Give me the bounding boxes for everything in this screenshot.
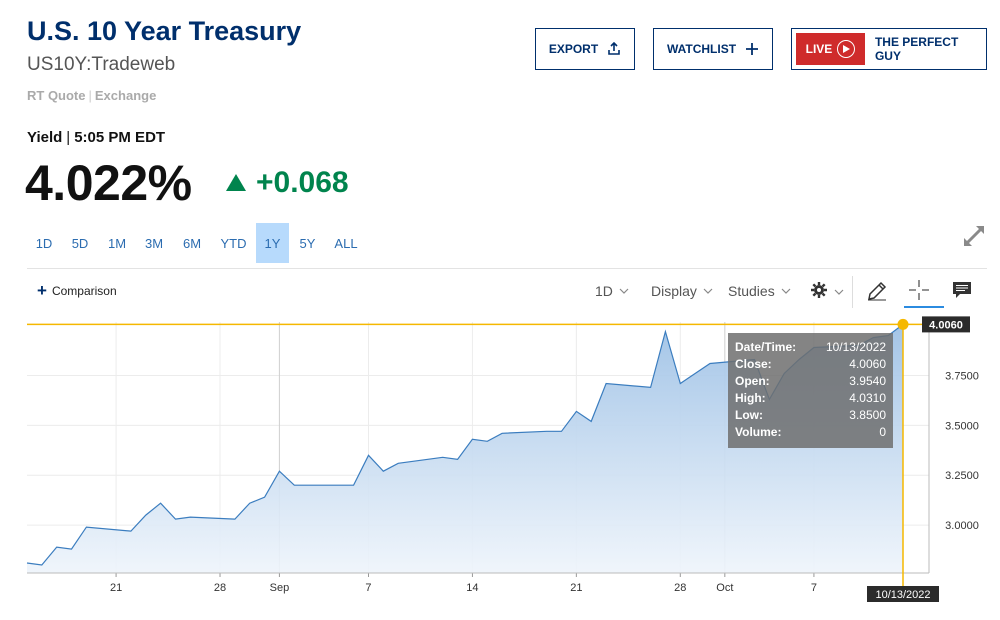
- chevron-down-icon: [833, 288, 845, 296]
- tooltip-value: 10/13/2022: [825, 340, 886, 354]
- draw-pencil-icon[interactable]: [866, 280, 888, 307]
- expand-icon[interactable]: [960, 222, 988, 250]
- range-tabs: 1D 5D 1M 3M 6M YTD 1Y 5Y ALL: [27, 223, 366, 263]
- data-tooltip: Date/Time: 10/13/2022 Close: 4.0060 Open: 3…: [728, 333, 893, 448]
- range-tab-5y[interactable]: 5Y: [299, 235, 316, 251]
- comparison-button[interactable]: + Comparison: [37, 281, 117, 300]
- instrument-title: U.S. 10 Year Treasury: [27, 16, 302, 46]
- y-tick-label: 3.7500: [945, 370, 979, 382]
- range-tab-ytd[interactable]: YTD: [220, 235, 247, 251]
- current-date-label: 10/13/2022: [875, 589, 930, 601]
- tooltip-row: Open: 3.9540: [735, 373, 886, 390]
- tooltip-value: 3.8500: [849, 408, 886, 422]
- x-tick-label: 21: [110, 582, 122, 594]
- quote-time: 5:05 PM EDT: [74, 129, 166, 146]
- quote-type: RT Quote: [27, 88, 86, 103]
- chevron-down-icon: [618, 287, 630, 295]
- x-tick-label: Oct: [716, 582, 733, 594]
- current-value-badge: [922, 316, 970, 333]
- x-tick-label: Sep: [270, 582, 290, 594]
- last-price: 4.022%: [25, 155, 192, 211]
- toolbar-divider: [852, 276, 853, 308]
- up-arrow-icon: [226, 174, 246, 191]
- range-tab-all[interactable]: ALL: [334, 235, 358, 251]
- x-tick-label: 28: [674, 582, 686, 594]
- range-tab-1d[interactable]: 1D: [35, 235, 53, 251]
- plus-icon: +: [37, 281, 47, 300]
- studies-label: Studies: [728, 283, 775, 299]
- display-dropdown[interactable]: Display: [651, 283, 714, 299]
- section-divider: [27, 268, 987, 269]
- quote-exchange: Exchange: [94, 88, 157, 103]
- chevron-down-icon: [702, 287, 714, 295]
- range-tab-3m[interactable]: 3M: [144, 235, 164, 251]
- crosshair-icon[interactable]: [908, 279, 930, 306]
- crosshair-point: [897, 318, 909, 330]
- current-value-label: 4.0060: [929, 319, 963, 331]
- tooltip-key: Volume:: [735, 425, 782, 439]
- tooltip-key: Date/Time:: [735, 340, 797, 354]
- tooltip-value: 0: [879, 425, 886, 439]
- tooltip-row: High: 4.0310: [735, 390, 886, 407]
- watchlist-button[interactable]: WATCHLIST: [653, 28, 773, 70]
- range-tab-1y[interactable]: 1Y: [256, 223, 289, 263]
- live-label: LIVE: [805, 42, 833, 56]
- chevron-down-icon: [780, 287, 792, 295]
- tooltip-row: Low: 3.8500: [735, 407, 886, 424]
- instrument-symbol: US10Y:Tradeweb: [27, 54, 176, 75]
- y-tick-label: 3.5000: [945, 420, 979, 432]
- tooltip-row: Date/Time: 10/13/2022: [735, 339, 886, 356]
- quote-label: Yield: [27, 129, 63, 146]
- watchlist-label: WATCHLIST: [666, 42, 737, 56]
- tooltip-key: Close:: [735, 357, 772, 371]
- tooltip-value: 3.9540: [849, 374, 886, 388]
- interval-dropdown[interactable]: 1D: [595, 283, 630, 299]
- tooltip-key: High:: [735, 391, 766, 405]
- yield-label: Yield | 5:05 PM EDT: [27, 129, 165, 146]
- range-tab-6m[interactable]: 6M: [182, 235, 202, 251]
- plus-icon: [745, 42, 759, 56]
- quote-source: RT Quote | Exchange: [27, 88, 156, 103]
- range-tab-1m[interactable]: 1M: [107, 235, 127, 251]
- tooltip-value: 4.0310: [849, 391, 886, 405]
- share-icon: [607, 42, 621, 56]
- gear-icon: [810, 281, 828, 302]
- export-label: EXPORT: [548, 42, 599, 56]
- x-tick-label: 7: [811, 582, 817, 594]
- series-area: [27, 324, 903, 573]
- x-tick-label: 14: [466, 582, 478, 594]
- export-button[interactable]: EXPORT: [535, 28, 635, 70]
- show-name: THE PERFECT GUY: [874, 35, 959, 63]
- range-tab-5d[interactable]: 5D: [71, 235, 89, 251]
- tooltip-row: Volume: 0: [735, 424, 886, 441]
- x-tick-label: 28: [214, 582, 226, 594]
- interval-label: 1D: [595, 283, 613, 299]
- studies-dropdown[interactable]: Studies: [728, 283, 792, 299]
- tooltip-row: Close: 4.0060: [735, 356, 886, 373]
- x-tick-label: 7: [365, 582, 371, 594]
- comparison-label: Comparison: [51, 284, 117, 298]
- tooltip-key: Low:: [735, 408, 763, 422]
- quote-separator: |: [88, 88, 92, 103]
- live-badge: LIVE: [796, 33, 865, 65]
- y-tick-label: 3.2500: [945, 470, 979, 482]
- current-date-badge: [867, 586, 939, 602]
- live-tv-button[interactable]: LIVE THE PERFECT GUY: [791, 28, 987, 70]
- display-label: Display: [651, 283, 697, 299]
- settings-dropdown[interactable]: [810, 281, 845, 302]
- crosshair-active-indicator: [904, 306, 944, 308]
- play-icon: [837, 40, 856, 58]
- x-tick-label: 21: [570, 582, 582, 594]
- price-change: +0.068: [256, 166, 349, 199]
- y-tick-label: 3.0000: [945, 520, 979, 532]
- label-separator: |: [66, 129, 71, 146]
- tooltip-value: 4.0060: [849, 357, 886, 371]
- comment-icon[interactable]: [952, 281, 972, 304]
- tooltip-key: Open:: [735, 374, 770, 388]
